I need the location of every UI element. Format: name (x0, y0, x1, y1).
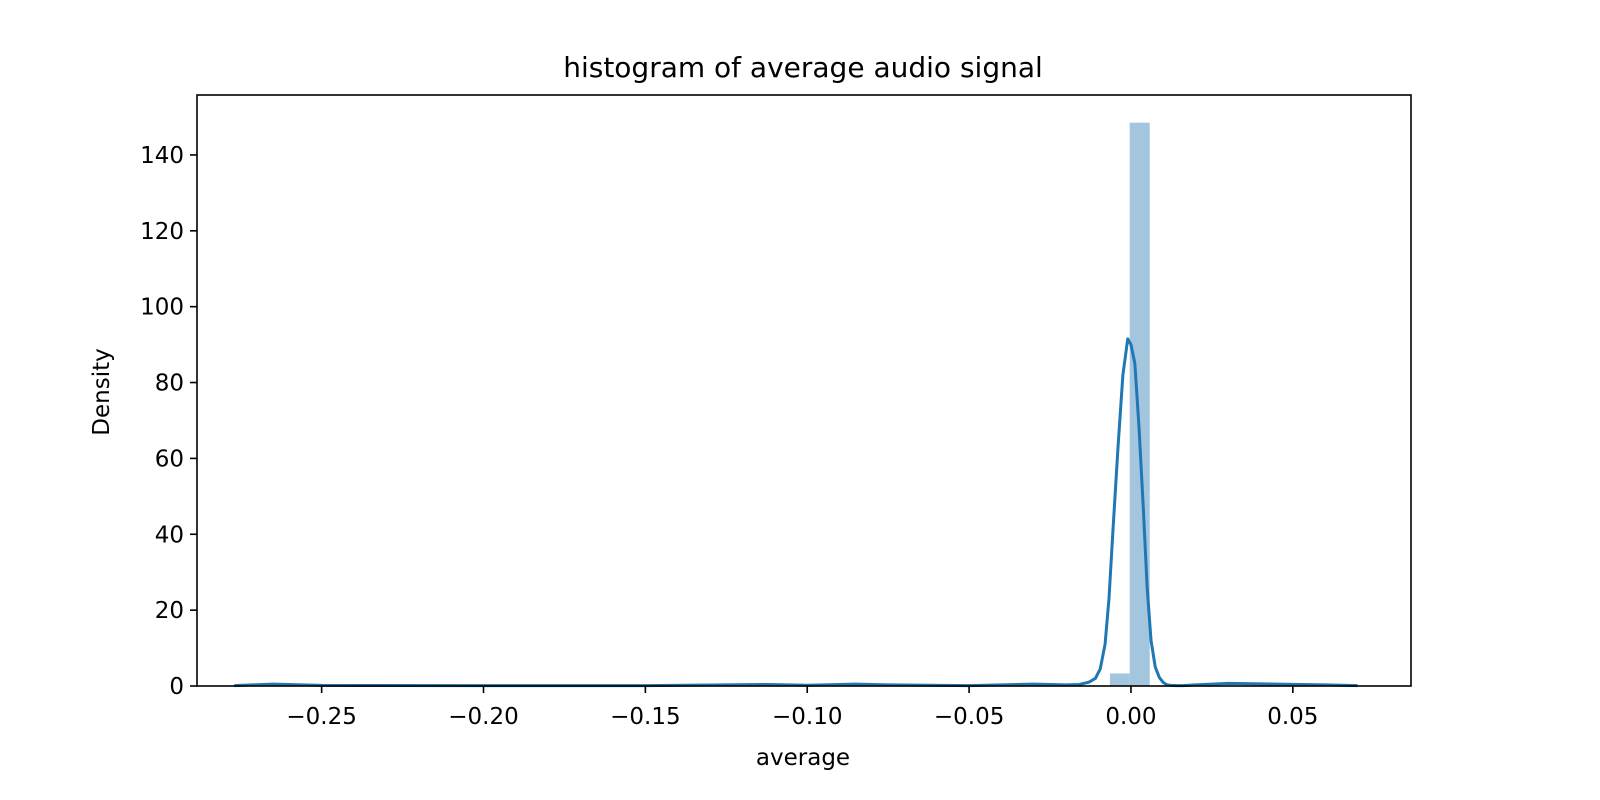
y-axis-label: Density (89, 348, 115, 435)
y-tick-label: 100 (140, 295, 184, 321)
y-axis-ticks: 0 20 40 60 80 100 120 140 (140, 143, 197, 700)
x-tick-label: −0.15 (610, 704, 680, 730)
chart-title: histogram of average audio signal (563, 51, 1043, 84)
x-tick-label: −0.25 (286, 704, 356, 730)
y-tick-label: 80 (155, 371, 184, 397)
y-tick-label: 20 (155, 598, 184, 624)
kde-curve-group (234, 337, 1358, 688)
x-axis-ticks: −0.25 −0.20 −0.15 −0.10 −0.05 0.00 0.05 (286, 686, 1318, 730)
y-tick-label: 140 (140, 143, 184, 169)
x-tick-label: 0.00 (1105, 704, 1156, 730)
y-tick-label: 40 (155, 522, 184, 548)
x-tick-label: 0.05 (1267, 704, 1318, 730)
x-axis-label: average (756, 745, 850, 771)
x-tick-label: −0.20 (448, 704, 518, 730)
y-tick-label: 60 (155, 446, 184, 472)
kde-curve-line (234, 337, 1358, 688)
plot-frame (196, 94, 1412, 687)
y-tick-label: 0 (169, 674, 184, 700)
histogram-bar-0 (1109, 673, 1130, 686)
x-tick-label: −0.10 (772, 704, 842, 730)
y-tick-label: 120 (140, 219, 184, 245)
x-tick-label: −0.05 (934, 704, 1004, 730)
histogram-bars (1109, 122, 1150, 686)
